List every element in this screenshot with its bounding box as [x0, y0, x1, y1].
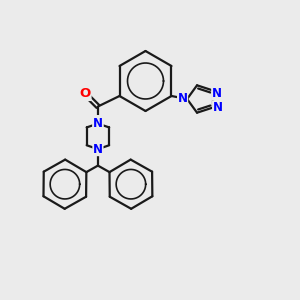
Text: N: N	[93, 116, 103, 129]
Text: N: N	[178, 92, 188, 105]
Text: N: N	[93, 117, 103, 130]
Text: O: O	[80, 87, 91, 101]
Text: N: N	[212, 87, 222, 100]
Text: N: N	[213, 101, 223, 114]
Text: N: N	[93, 142, 103, 156]
